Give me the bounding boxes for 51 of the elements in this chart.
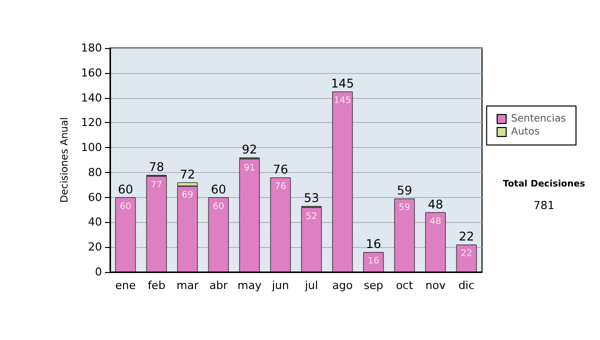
y-tick-label: 60 xyxy=(88,190,102,204)
x-tick-label: nov xyxy=(425,279,446,292)
x-tick-label: ene xyxy=(115,279,136,292)
legend-label: Autos xyxy=(511,126,540,138)
total-label: 76 xyxy=(272,162,288,176)
x-tick-label: feb xyxy=(148,279,166,292)
y-tick-label: 140 xyxy=(81,91,102,104)
total-label: 78 xyxy=(148,160,164,174)
x-tick-label: mar xyxy=(176,279,199,292)
data-label: 77 xyxy=(150,180,162,191)
x-tick-label: oct xyxy=(396,279,414,292)
data-label: 60 xyxy=(212,202,224,212)
data-label: 59 xyxy=(398,203,410,214)
y-tick-label: 160 xyxy=(81,66,102,80)
y-tick-label: 100 xyxy=(81,141,102,154)
total-label: 92 xyxy=(242,142,258,157)
total-label: 48 xyxy=(428,197,444,212)
total-label: 60 xyxy=(210,182,226,196)
y-tick-label: 0 xyxy=(95,266,102,278)
total-label: 59 xyxy=(396,184,412,198)
x-tick-label: may xyxy=(238,279,262,292)
total-label: 72 xyxy=(180,167,196,182)
x-tick-label: jul xyxy=(304,279,318,292)
y-axis-title: Decisiones Anual xyxy=(60,117,71,203)
legend-label: Sentencias xyxy=(511,114,566,124)
x-tick-label: jun xyxy=(271,279,290,292)
data-label: 145 xyxy=(334,96,352,106)
data-label: 69 xyxy=(182,190,194,201)
data-label: 76 xyxy=(274,182,286,192)
text: Total Decisiones xyxy=(502,180,586,190)
x-tick-label: sep xyxy=(364,279,384,292)
data-label: 60 xyxy=(120,202,132,212)
data-label: 91 xyxy=(244,163,256,174)
x-tick-label: abr xyxy=(209,279,228,292)
y-tick-label: 20 xyxy=(88,240,102,254)
total-label: 16 xyxy=(366,237,382,252)
data-label: 22 xyxy=(460,249,472,260)
y-tick-label: 80 xyxy=(88,166,102,179)
total-label: 53 xyxy=(304,191,320,206)
total-label: 60 xyxy=(118,182,134,196)
y-tick-label: 180 xyxy=(81,42,102,54)
data-label: 16 xyxy=(368,256,380,267)
x-tick-label: ago xyxy=(332,279,353,292)
y-tick-label: 120 xyxy=(81,116,102,130)
total-label: 22 xyxy=(458,230,474,244)
data-label: 52 xyxy=(306,212,318,222)
y-tick-label: 40 xyxy=(88,216,102,229)
text: 781 xyxy=(534,199,554,212)
total-label: 145 xyxy=(331,76,354,91)
x-tick-label: dic xyxy=(458,279,475,292)
data-label: 48 xyxy=(430,216,442,227)
